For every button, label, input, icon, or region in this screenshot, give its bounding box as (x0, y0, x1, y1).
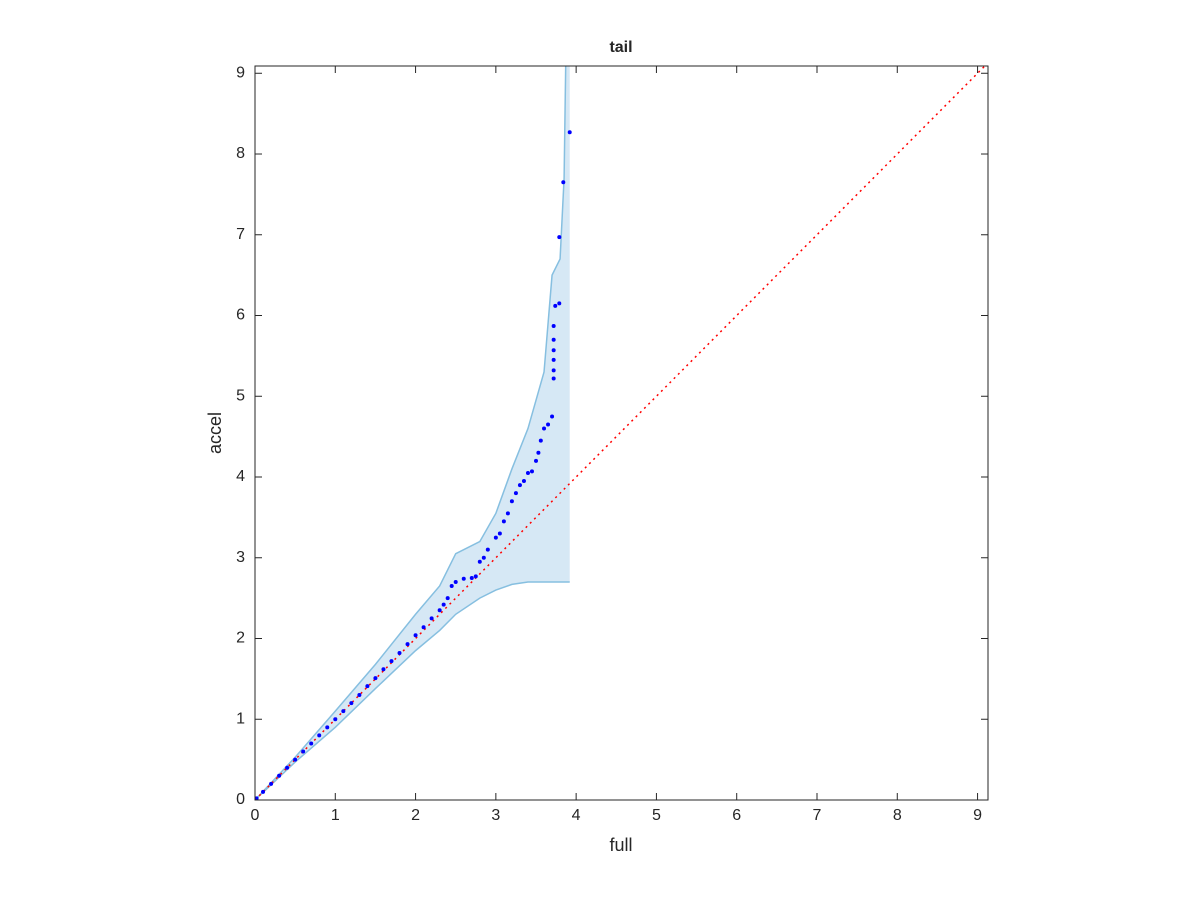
data-point (449, 584, 454, 589)
plot-area (255, 66, 986, 800)
data-point (317, 733, 322, 738)
chart-title: tail (609, 39, 632, 56)
data-point (525, 470, 530, 475)
data-point (293, 757, 298, 762)
confidence-band (255, 66, 570, 800)
y-tick-label: 9 (236, 64, 245, 81)
data-point (536, 450, 541, 455)
data-point (357, 693, 362, 698)
data-point (397, 651, 402, 656)
data-point (285, 765, 290, 770)
y-axis-label: accel (205, 412, 225, 454)
data-point (551, 368, 556, 373)
data-point (567, 130, 572, 135)
data-point (437, 608, 442, 613)
data-point (521, 479, 526, 484)
x-tick-label: 8 (893, 807, 902, 824)
data-point (469, 575, 474, 580)
x-tick-label: 7 (813, 807, 822, 824)
data-point (373, 676, 378, 681)
data-point (551, 324, 556, 329)
data-point (551, 357, 556, 362)
data-point (349, 701, 354, 706)
y-tick-label: 1 (236, 710, 245, 727)
data-point (551, 337, 556, 342)
data-point (413, 633, 418, 638)
x-tick-label: 2 (411, 807, 420, 824)
data-point (441, 602, 446, 607)
y-tick-label: 4 (236, 468, 245, 485)
data-point (485, 547, 490, 552)
y-tick-label: 3 (236, 549, 245, 566)
x-tick-label: 1 (331, 807, 340, 824)
data-point (301, 749, 306, 754)
data-point (513, 491, 518, 496)
band-upper (255, 66, 567, 800)
data-point (505, 511, 510, 516)
data-point (309, 741, 314, 746)
y-tick-label: 0 (236, 791, 245, 808)
data-point (445, 596, 450, 601)
data-point (341, 709, 346, 714)
y-tick-label: 6 (236, 307, 245, 324)
data-point (538, 438, 543, 443)
data-point (381, 667, 386, 672)
data-point (477, 559, 482, 564)
data-point (501, 519, 506, 524)
x-tick-label: 3 (491, 807, 500, 824)
data-point (493, 535, 498, 540)
data-point (255, 796, 259, 800)
data-point (429, 616, 434, 621)
y-tick-label: 7 (236, 226, 245, 243)
data-point (269, 781, 274, 786)
data-point (481, 555, 486, 560)
data-point (261, 789, 266, 794)
data-point (333, 717, 338, 722)
data-point (453, 579, 458, 584)
data-point (557, 301, 562, 306)
data-point (542, 426, 547, 431)
data-point (557, 235, 562, 240)
data-point (551, 348, 556, 353)
x-axis-label: full (609, 835, 632, 855)
data-point (389, 659, 394, 664)
data-point (533, 458, 538, 463)
data-point (325, 725, 330, 730)
data-point (473, 574, 478, 579)
data-point (553, 303, 558, 308)
band-lower (255, 581, 570, 800)
data-point (529, 469, 534, 474)
data-point (405, 642, 410, 647)
data-point (509, 499, 514, 504)
x-tick-label: 0 (251, 807, 260, 824)
data-point (277, 773, 282, 778)
data-point (461, 576, 466, 581)
axes-box (254, 65, 989, 801)
x-tick-label: 6 (732, 807, 741, 824)
x-tick-label: 5 (652, 807, 661, 824)
data-point (546, 422, 551, 427)
data-point (550, 414, 555, 419)
y-tick-label: 5 (236, 387, 245, 404)
x-tick-label: 4 (572, 807, 581, 824)
data-point (497, 531, 502, 536)
data-point (517, 483, 522, 488)
data-point (421, 625, 426, 630)
data-point (561, 180, 566, 185)
y-tick-label: 8 (236, 145, 245, 162)
y-tick-label: 2 (236, 630, 245, 647)
data-point (365, 684, 370, 689)
data-point (551, 376, 556, 381)
x-tick-label: 9 (973, 807, 982, 824)
